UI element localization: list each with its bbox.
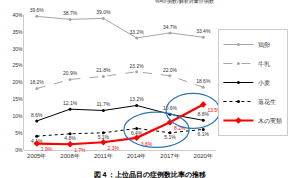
svg-text:5.1%: 5.1%	[98, 134, 110, 140]
svg-text:1.7%: 1.7%	[74, 147, 86, 153]
svg-text:20%: 20%	[12, 79, 23, 85]
svg-text:38.7%: 38.7%	[63, 10, 78, 16]
svg-text:図４：上位品目の症例数比率の推移: 図４：上位品目の症例数比率の推移	[94, 170, 206, 178]
svg-text:18.2%: 18.2%	[30, 79, 45, 85]
svg-text:2008年: 2008年	[60, 153, 79, 159]
svg-text:8.8%: 8.8%	[198, 111, 210, 117]
svg-text:13.5%: 13.5%	[207, 107, 222, 114]
svg-text:0%: 0%	[15, 147, 23, 153]
svg-text:8.6%: 8.6%	[31, 112, 43, 118]
svg-text:33.2%: 33.2%	[130, 29, 145, 35]
svg-text:23.2%: 23.2%	[130, 63, 145, 69]
svg-text:2005年: 2005年	[27, 153, 46, 159]
svg-text:13.2%: 13.2%	[130, 96, 145, 102]
svg-text:2014年: 2014年	[127, 153, 146, 159]
svg-text:5%: 5%	[15, 130, 23, 136]
svg-text:15%: 15%	[12, 96, 23, 102]
svg-text:3.6%: 3.6%	[141, 141, 153, 147]
svg-text:落花生: 落花生	[258, 99, 276, 105]
svg-text:35%: 35%	[12, 29, 23, 35]
svg-text:18.6%: 18.6%	[196, 78, 211, 84]
svg-text:21.8%: 21.8%	[96, 67, 111, 73]
svg-text:39.0%: 39.0%	[96, 9, 111, 15]
svg-text:10%: 10%	[12, 113, 23, 119]
svg-text:20.9%: 20.9%	[63, 70, 78, 76]
svg-text:25%: 25%	[12, 62, 23, 68]
svg-text:牛乳: 牛乳	[258, 61, 270, 67]
svg-text:12.1%: 12.1%	[63, 100, 78, 106]
svg-text:4.1%: 4.1%	[31, 138, 43, 144]
svg-text:2017年: 2017年	[160, 153, 179, 159]
svg-text:2.3%: 2.3%	[107, 145, 119, 151]
svg-text:1.9%: 1.9%	[41, 146, 53, 152]
svg-text:2011年: 2011年	[94, 153, 113, 159]
svg-text:11.7%: 11.7%	[96, 101, 110, 107]
svg-text:39.6%: 39.6%	[30, 7, 45, 13]
svg-text:6.1%: 6.1%	[198, 131, 210, 137]
svg-text:10.6%: 10.6%	[163, 105, 178, 111]
svg-text:小麦: 小麦	[258, 80, 270, 86]
svg-text:4.8%: 4.8%	[64, 135, 76, 141]
svg-text:34.7%: 34.7%	[163, 24, 178, 30]
svg-text:22.0%: 22.0%	[163, 67, 178, 73]
svg-text:30%: 30%	[12, 46, 23, 52]
svg-text:33.4%: 33.4%	[196, 28, 211, 34]
svg-text:8.2%: 8.2%	[174, 125, 186, 131]
svg-text:6.4%: 6.4%	[131, 130, 143, 136]
svg-text:5.1%: 5.1%	[164, 134, 176, 140]
svg-text:木の実類: 木の実類	[258, 117, 282, 124]
svg-text:%=症例数/解析対象症例数: %=症例数/解析対象症例数	[155, 0, 214, 4]
svg-text:鶏卵: 鶏卵	[258, 42, 270, 48]
svg-text:40%: 40%	[12, 12, 23, 18]
svg-text:2020年: 2020年	[194, 153, 213, 159]
